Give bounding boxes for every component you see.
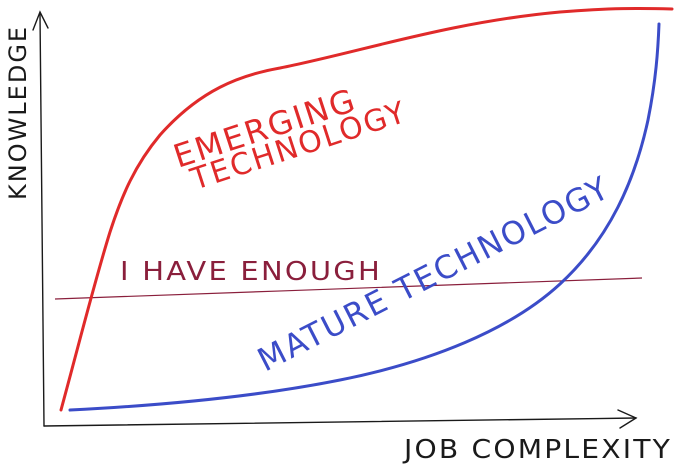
threshold-line <box>54 277 643 300</box>
y-axis-line <box>39 13 45 427</box>
y-axis-arrowhead <box>32 10 49 31</box>
mature-technology-curve <box>68 22 661 412</box>
emerging-technology-curve <box>59 6 674 412</box>
x-axis-arrowhead <box>617 409 638 429</box>
y-axis-label: KNOWLEDGE <box>4 25 32 200</box>
x-axis-line <box>43 417 637 427</box>
x-axis-label: JOB COMPLEXITY <box>402 435 672 465</box>
x-axis <box>43 409 638 429</box>
threshold-label: I HAVE ENOUGH <box>120 257 382 287</box>
y-axis <box>32 10 49 427</box>
